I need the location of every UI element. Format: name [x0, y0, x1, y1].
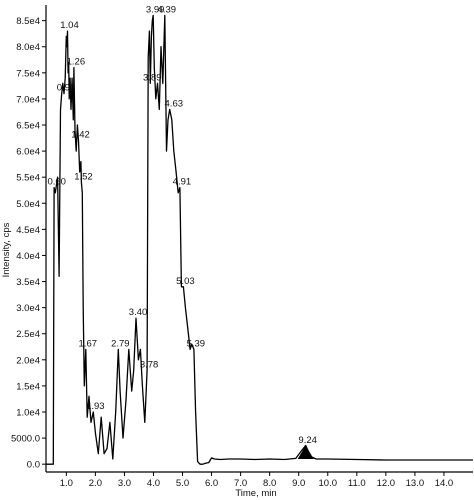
y-tick-label: 6.0e4 — [16, 147, 40, 158]
peak-label: 1.93 — [86, 401, 105, 412]
x-tick-label: 8.0 — [263, 478, 276, 489]
y-axis-title: Intensity, cps — [1, 222, 12, 277]
peak-label: 3.99 — [146, 4, 165, 15]
x-tick-label: 2.0 — [89, 478, 102, 489]
x-tick-label: 4.0 — [147, 478, 160, 489]
x-tick-label: 13.0 — [406, 478, 425, 489]
y-tick-label: 8.0e4 — [16, 42, 40, 53]
peak-label: 0.92 — [57, 83, 76, 94]
peak-label: 1.52 — [74, 171, 93, 182]
peak-label: 5.39 — [187, 338, 206, 349]
peak-label: 1.67 — [79, 338, 98, 349]
x-tick-label: 11.0 — [348, 478, 366, 489]
peak-label: 3.78 — [140, 359, 159, 370]
x-tick-label: 14.0 — [435, 478, 454, 489]
peak-label: 9.24 — [298, 435, 317, 446]
x-tick-label: 10.0 — [319, 478, 338, 489]
x-axis-title: Time, min — [235, 488, 276, 499]
y-tick-label: 5.0e4 — [16, 199, 40, 210]
peak-labels: 0.60 0.92 1.04 1.26 1.42 1.52 1.67 1.93 2.79 3.40… — [47, 4, 316, 445]
y-tick-label: 6.5e4 — [16, 121, 40, 132]
y-tick-label: 0.0 — [27, 460, 40, 471]
peak-label: 4.39 — [158, 4, 177, 15]
peak-label: 1.42 — [71, 130, 90, 141]
chromatogram-trace — [46, 14, 473, 465]
y-tick-label: 7.5e4 — [16, 68, 40, 79]
peak-label: 3.40 — [129, 307, 148, 318]
y-tick-label: 1.0e4 — [16, 407, 40, 418]
peak-label: 5.03 — [176, 276, 195, 287]
peak-label: 1.04 — [60, 20, 79, 31]
peak-label: 2.79 — [111, 338, 130, 349]
peak-label: 0.60 — [47, 177, 66, 188]
y-tick-label: 3.0e4 — [16, 303, 40, 314]
x-tick-label: 12.0 — [377, 478, 396, 489]
x-tick-label: 7.0 — [234, 478, 247, 489]
peak-label: 3.89 — [143, 72, 162, 83]
y-tick-label: 2.0e4 — [16, 355, 40, 366]
x-tick-label: 9.0 — [292, 478, 305, 489]
chromatogram-line — [46, 14, 473, 465]
y-tick-label: 2.5e4 — [16, 329, 40, 340]
y-tick-label: 5.5e4 — [16, 173, 40, 184]
y-tick-label: 7.0e4 — [16, 94, 40, 105]
y-tick-label: 4.0e4 — [16, 251, 40, 262]
y-tick-label: 3.5e4 — [16, 277, 40, 288]
y-tick-label: 5000.0 — [11, 434, 40, 445]
y-axis-ticks: 0.0 5000.0 1.0e4 1.5e4 2.0e4 2.5e4 3.0e4 3.5e4 4… — [11, 16, 46, 471]
x-axis-ticks: 1.0 2.0 3.0 4.0 5.0 6.0 7.0 8.0 9.0 10.0 11.0 12.0 1… — [60, 472, 453, 489]
y-tick-label: 4.5e4 — [16, 225, 40, 236]
peak-label: 1.26 — [67, 57, 86, 68]
x-tick-label: 3.0 — [118, 478, 131, 489]
axes — [45, 5, 473, 473]
peak-label: 4.91 — [173, 177, 192, 188]
x-tick-label: 6.0 — [205, 478, 218, 489]
peak-label: 4.63 — [165, 98, 184, 109]
x-tick-label: 5.0 — [176, 478, 189, 489]
y-tick-label: 1.5e4 — [16, 381, 40, 392]
peak-fill-marker — [297, 445, 314, 459]
x-tick-label: 1.0 — [60, 478, 73, 489]
y-tick-label: 8.5e4 — [16, 16, 40, 27]
